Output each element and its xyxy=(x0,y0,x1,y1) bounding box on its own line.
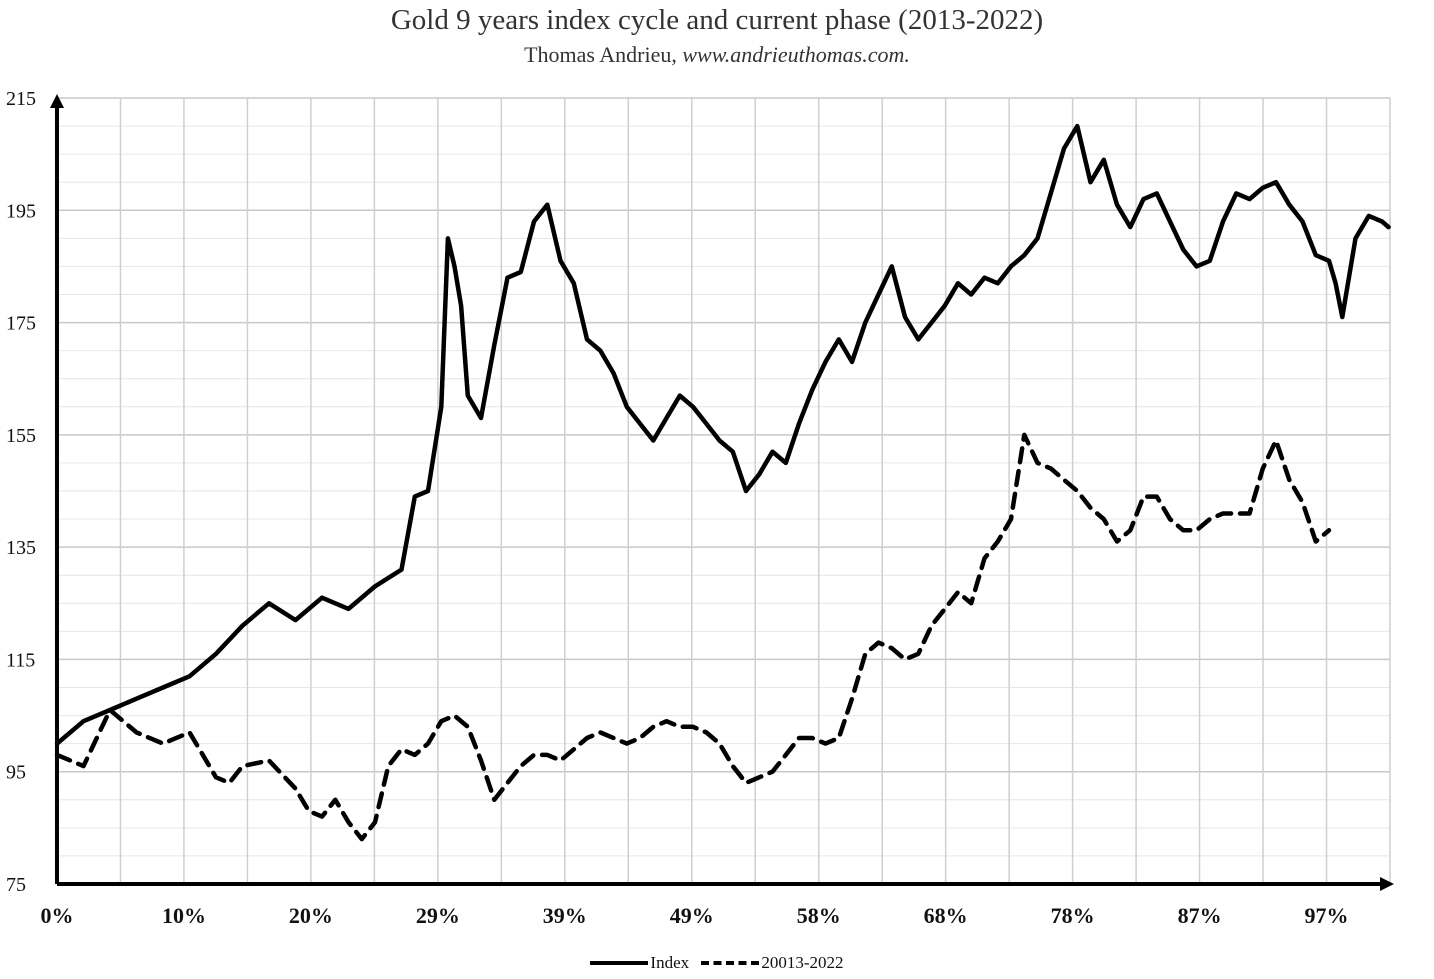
x-tick-label: 78% xyxy=(1051,903,1095,928)
axes xyxy=(50,94,1394,891)
y-axis-arrow-icon xyxy=(50,94,64,108)
legend-solid-line-icon xyxy=(590,961,649,965)
y-tick-label: 95 xyxy=(6,762,26,784)
y-tick-label: 195 xyxy=(6,200,36,222)
y-tick-label: 215 xyxy=(6,88,36,110)
minor-gridlines xyxy=(57,125,1390,857)
x-tick-label: 10% xyxy=(162,903,206,928)
legend: Index 20013-2022 xyxy=(0,950,1434,973)
x-axis-arrow-icon xyxy=(1380,877,1394,891)
series-lines xyxy=(54,123,1391,842)
x-tick-label: 29% xyxy=(416,903,460,928)
legend-label-cycle: 20013-2022 xyxy=(761,953,844,972)
x-tick-label: 58% xyxy=(797,903,841,928)
y-tick-label: 75 xyxy=(6,874,26,896)
chart-title: Gold 9 years index cycle and current pha… xyxy=(390,4,1044,36)
y-tick-label: 155 xyxy=(6,425,36,447)
legend-label-index: Index xyxy=(650,953,690,972)
y-tick-label: 175 xyxy=(6,313,36,335)
subtitle-author: Thomas Andrieu, xyxy=(524,42,677,67)
x-tick-label: 0% xyxy=(41,903,74,928)
x-tick-label: 20% xyxy=(289,903,333,928)
x-axis-ticks: 0% 10% 20% 29% 39% 49% 58% 68% 78% 87% 97% xyxy=(41,903,1349,928)
subtitle-site: www.andrieuthomas.com. xyxy=(682,42,910,67)
chart-subtitle: Thomas Andrieu, www.andrieuthomas.com. xyxy=(0,42,1434,68)
legend-dashed-line-icon xyxy=(701,961,760,965)
x-tick-label: 68% xyxy=(924,903,968,928)
x-tick-label: 97% xyxy=(1305,903,1349,928)
series-line-index xyxy=(54,123,1391,746)
legend-item-cycle: 20013-2022 xyxy=(701,953,844,973)
x-tick-label: 87% xyxy=(1178,903,1222,928)
y-tick-label: 115 xyxy=(6,649,35,671)
y-tick-label: 135 xyxy=(6,537,36,559)
legend-item-index: Index xyxy=(590,953,689,973)
series-line-cycle xyxy=(54,432,1332,842)
y-axis-ticks: 215 195 175 155 135 115 95 75 xyxy=(6,88,36,896)
x-tick-label: 49% xyxy=(670,903,714,928)
x-tick-label: 39% xyxy=(543,903,587,928)
